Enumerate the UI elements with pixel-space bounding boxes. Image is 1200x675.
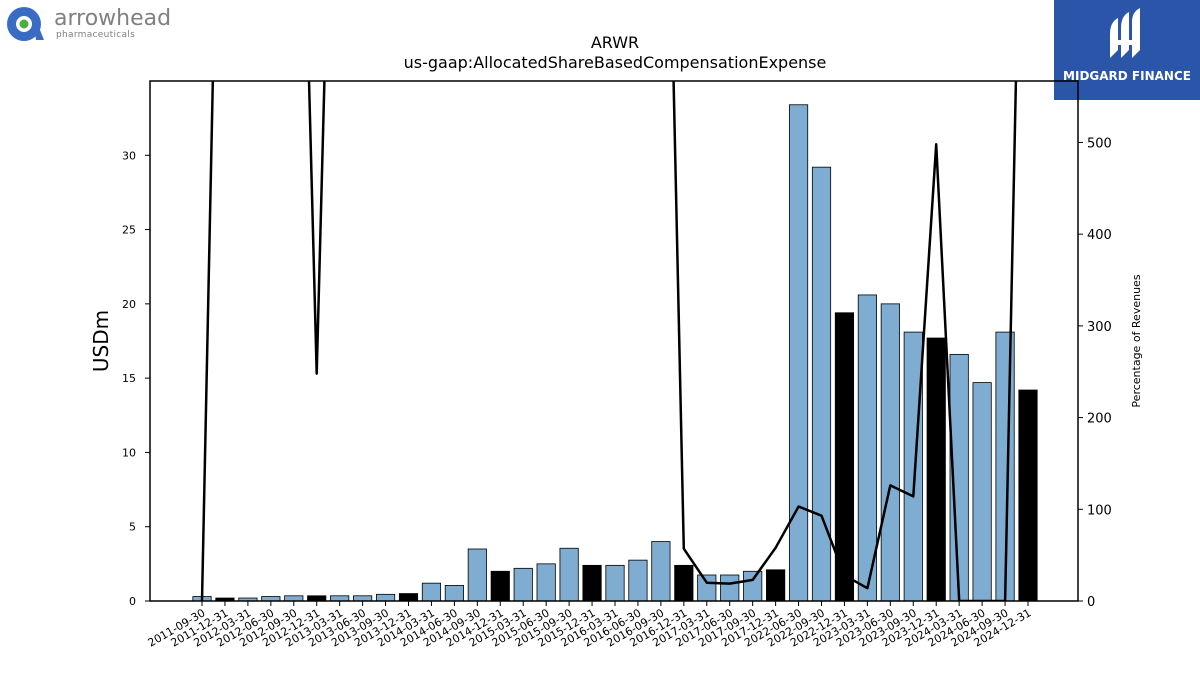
bar-2014-09-30 [467,548,487,602]
bar-2023-09-30 [903,331,923,602]
y-tick-label-left: 20 [122,298,136,311]
bar-2016-09-30 [651,541,671,602]
bar-2014-12-31 [490,570,510,602]
arrowhead-logo: arrowhead pharmaceuticals [4,4,204,44]
percentage-of-revenues-line [200,81,1018,601]
bar-2024-06-30 [972,382,992,602]
bar-2013-06-30 [353,595,373,602]
bar-2017-06-30 [720,574,740,602]
y-tick-label-left: 0 [129,595,136,608]
bar-2017-03-31 [697,574,717,602]
midgard-finance-brand: MIDGARD FINANCE [1063,69,1191,83]
y-tick-label-left: 15 [122,372,136,385]
y-tick-label-left: 10 [122,446,136,459]
y-tick-label-right: 500 [1087,136,1112,151]
y-tick-label-right: 0 [1087,595,1095,610]
bar-2016-06-30 [628,559,648,602]
bar-2014-06-30 [444,585,464,602]
bar-2017-09-30 [743,570,763,602]
bar-2023-12-31 [926,337,946,602]
y-axis-label-left: USDm [89,310,113,372]
midgard-finance-logo: MIDGARD FINANCE [1054,0,1200,100]
bar-2015-09-30 [559,547,579,602]
plot-area [192,81,1038,602]
chart-title: ARWR [591,33,639,52]
bar-2015-12-31 [582,564,602,602]
bar-2012-12-31 [307,595,327,602]
bar-2016-12-31 [674,564,694,602]
arrowhead-logo-name: arrowhead [54,6,172,31]
arrowhead-logo-sub: pharmaceuticals [56,30,136,40]
y-axis-label-right: Percentage of Revenues [1130,274,1143,407]
chart-subtitle: us-gaap:AllocatedShareBasedCompensationE… [404,53,827,72]
bar-2015-03-31 [513,567,533,602]
y-tick-label-left: 5 [129,521,136,534]
bar-2022-09-30 [811,166,832,602]
y-tick-label-right: 300 [1087,320,1112,335]
arrowhead-logo-icon [7,7,44,41]
y-tick-label-left: 25 [122,224,136,237]
bar-2024-12-31 [1018,389,1038,602]
midgard-finance-logo-icon [1110,8,1140,58]
bar-2015-06-30 [536,563,556,602]
bar-2013-09-30 [375,593,396,602]
bar-2017-12-31 [766,569,786,602]
bar-2022-06-30 [788,104,809,602]
axes: 05101520253001002003004005002011-09-3020… [122,136,1112,649]
y-tick-label-right: 100 [1087,503,1112,518]
y-tick-label-left: 30 [122,149,136,162]
bar-2016-03-31 [605,564,625,602]
bar-2013-12-31 [398,593,419,602]
bar-2012-09-30 [284,595,304,602]
bar-2014-03-31 [421,582,442,602]
y-tick-label-right: 400 [1087,228,1112,243]
y-tick-label-right: 200 [1087,412,1112,427]
bar-2013-03-31 [330,595,350,602]
bar-2023-06-30 [880,303,900,602]
plot-frame [149,80,1079,602]
